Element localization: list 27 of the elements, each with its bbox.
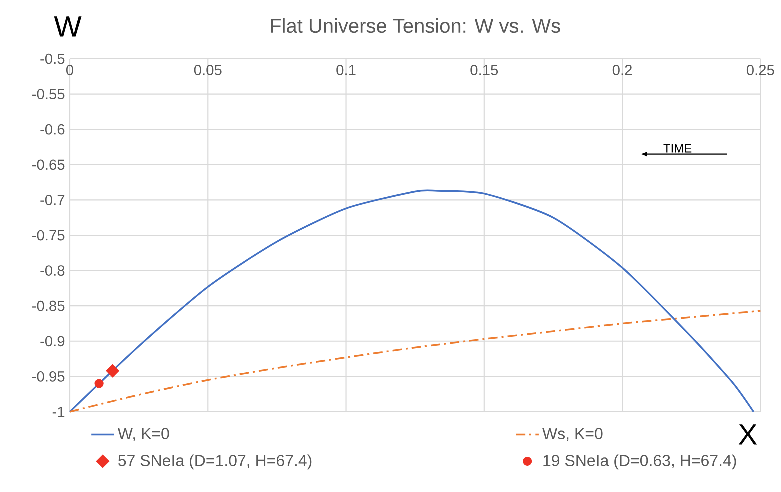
- x-tick-label: 0: [66, 65, 74, 76]
- x-tick-label: 0.2: [612, 65, 632, 76]
- y-tick-label: -0.85: [32, 300, 65, 312]
- y-tick-label: -0.9: [40, 336, 65, 347]
- legend-label: 57 SNeIa (D=1.07, H=67.4): [118, 454, 312, 470]
- y-tick-label: -0.95: [32, 372, 65, 382]
- x-tick-label: 0.25: [746, 65, 774, 76]
- y-tick-label: -0.7: [40, 195, 65, 206]
- legend-label: W, K=0: [118, 428, 170, 442]
- legend-label: Ws, K=0: [542, 428, 603, 442]
- line-series: [69, 190, 755, 413]
- y-tick-label: -0.55: [32, 89, 65, 100]
- y-tick-label: -0.5: [40, 54, 65, 64]
- y-tick-label: -1: [52, 406, 65, 418]
- y-tick-label: -0.65: [32, 160, 65, 170]
- x-axis-title: X: [738, 424, 758, 445]
- chart-title: Flat Universe Tension: W vs. Ws: [271, 18, 560, 34]
- legend-label: 19 SNeIa (D=0.63, H=67.4): [544, 454, 736, 470]
- line-series: [69, 310, 762, 413]
- x-tick-label: 0.05: [194, 65, 222, 76]
- y-tick-label: -0.75: [32, 230, 65, 241]
- y-tick-label: -0.8: [40, 266, 65, 276]
- y-axis-title: W: [54, 16, 82, 37]
- x-tick-label: 0.15: [470, 65, 498, 76]
- y-tick-label: -0.6: [40, 124, 65, 135]
- x-tick-label: 0.1: [336, 65, 356, 76]
- annotation: TIME: [664, 144, 692, 153]
